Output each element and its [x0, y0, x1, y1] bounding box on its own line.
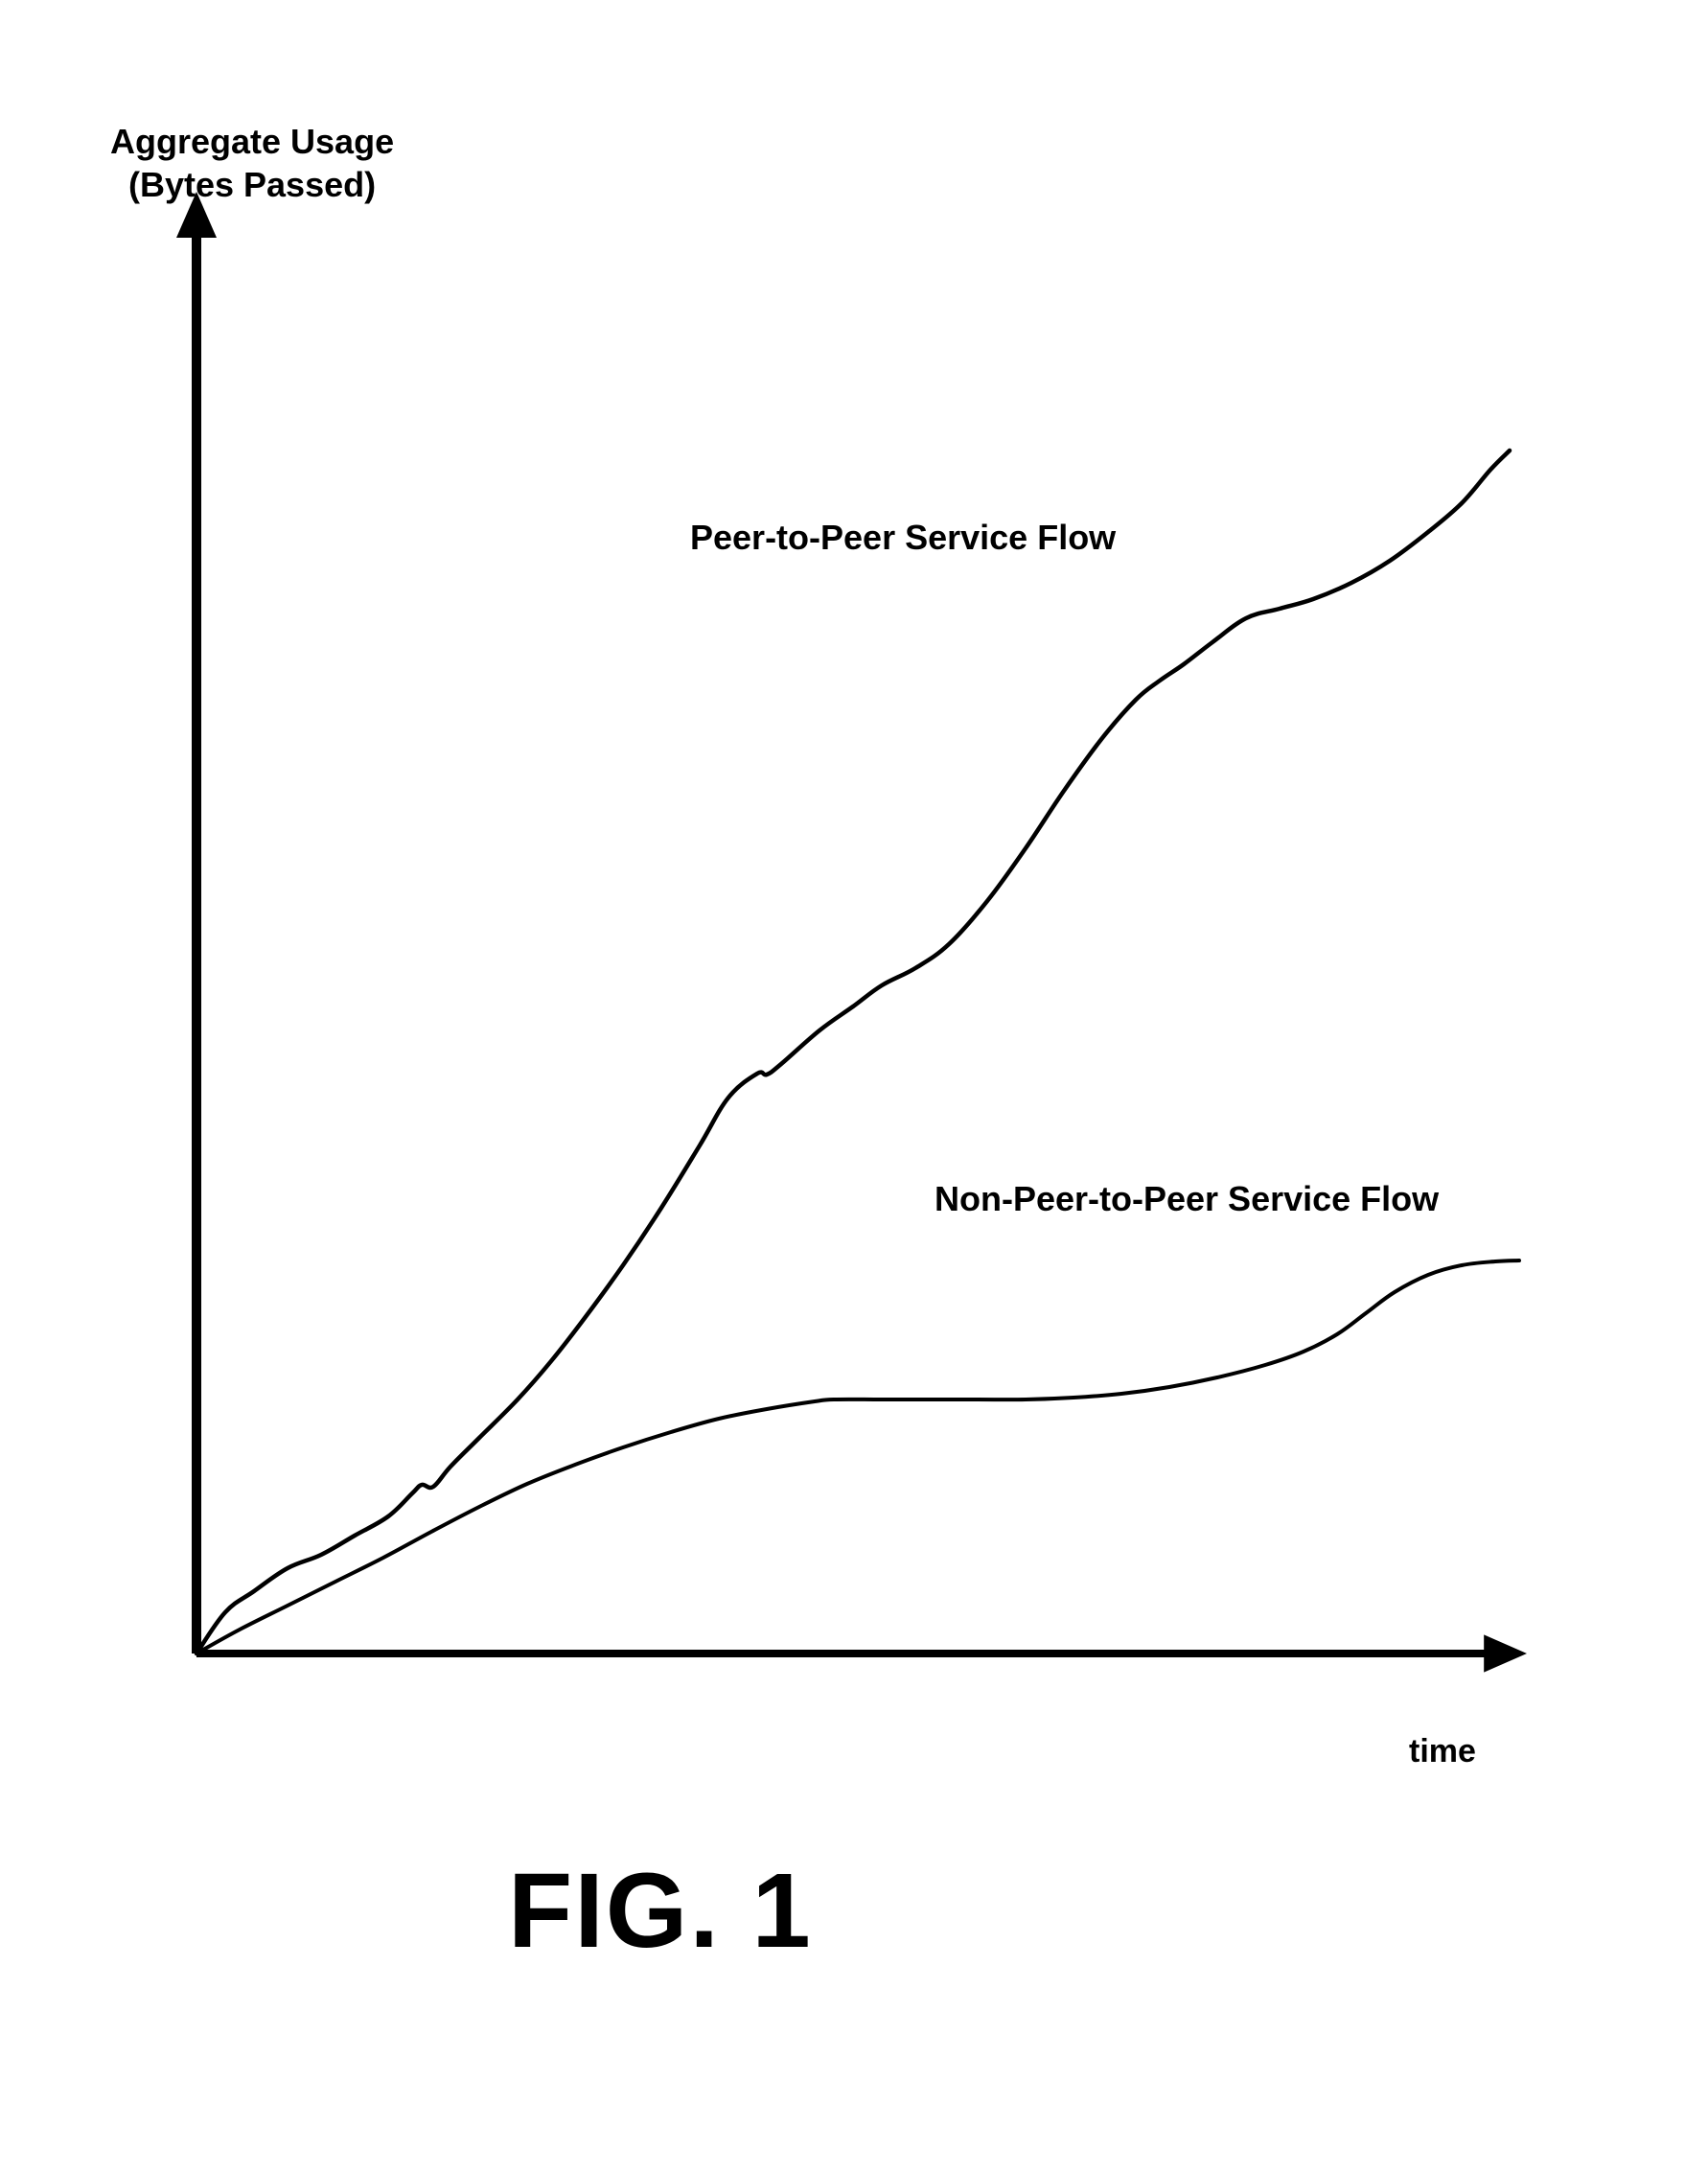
- chart-svg: [0, 0, 1708, 2174]
- series-line: [196, 451, 1510, 1654]
- series-lines: [196, 451, 1519, 1654]
- series-line: [196, 1260, 1519, 1654]
- page: { "canvas": { "width": 1782, "height": 2…: [0, 0, 1708, 2174]
- axes: [176, 192, 1527, 1673]
